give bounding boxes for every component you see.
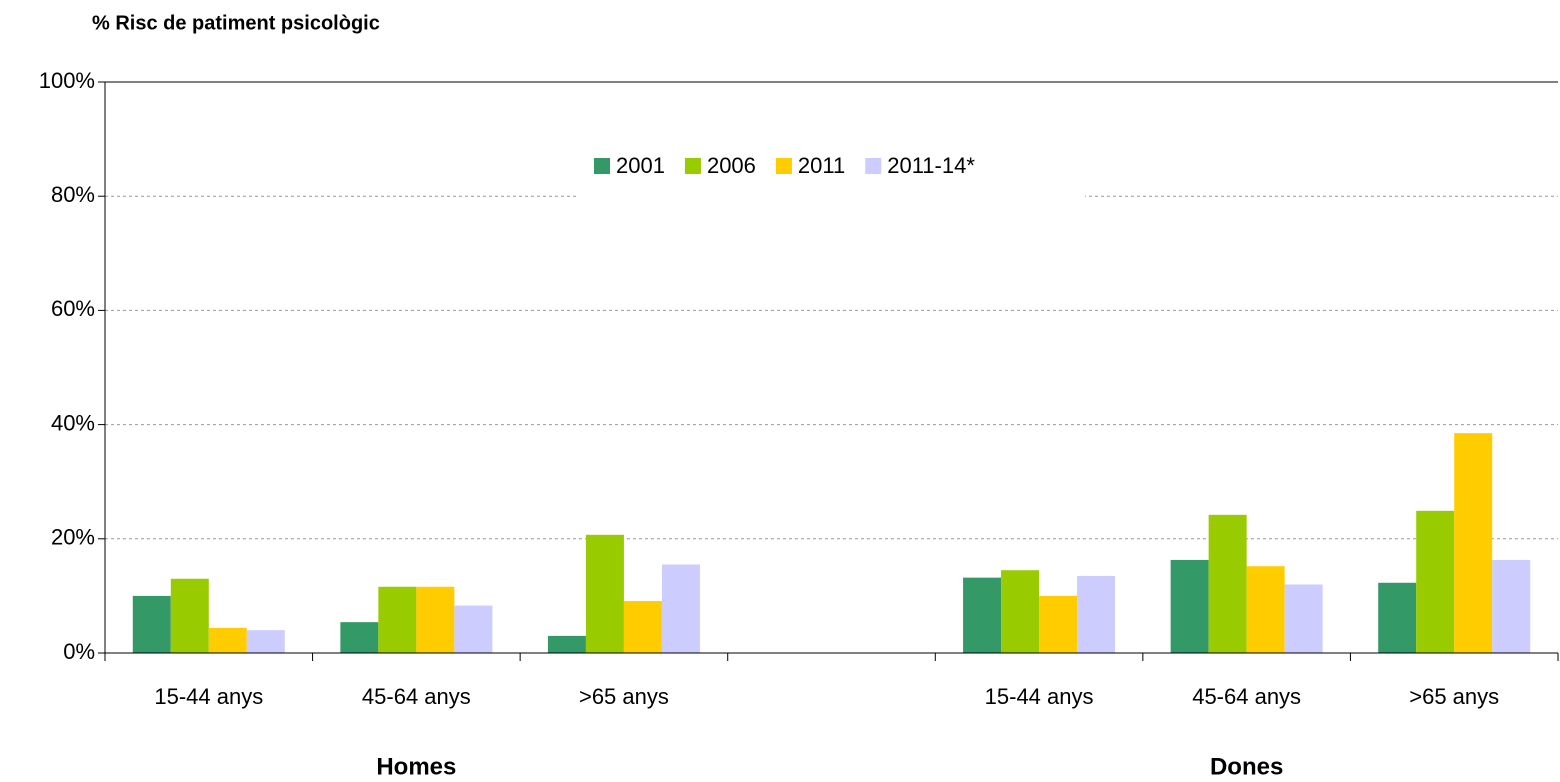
legend-swatch [775, 158, 792, 174]
y-tick-label: 0% [63, 639, 95, 664]
y-tick-label: 20% [51, 525, 95, 550]
x-tick-label: 15-44 anys [154, 684, 263, 709]
x-tick-label: 15-44 anys [985, 684, 1094, 709]
legend-label: 2011 [798, 153, 845, 178]
legend-label: 2006 [707, 153, 756, 178]
y-tick-label: 40% [51, 410, 95, 435]
bar [1284, 584, 1323, 653]
bar [1001, 570, 1040, 653]
bar [208, 627, 247, 653]
bar [1208, 514, 1247, 653]
x-tick-label: >65 anys [579, 684, 669, 709]
legend-box [578, 140, 1085, 200]
bar [1378, 582, 1417, 653]
bar [1416, 510, 1455, 653]
legend-swatch [865, 158, 882, 174]
legend-label: 2011-14* [887, 153, 975, 178]
bar [661, 564, 700, 653]
bar [1170, 559, 1209, 653]
bar [454, 605, 493, 653]
bar [246, 630, 285, 653]
bar [1039, 595, 1078, 653]
legend-swatch [594, 158, 610, 174]
group-label: Homes [376, 753, 456, 780]
legend-swatch [684, 158, 701, 174]
bar [1492, 559, 1531, 653]
x-tick-label: 45-64 anys [362, 684, 471, 709]
x-tick-label: >65 anys [1409, 684, 1499, 709]
bar [623, 601, 662, 653]
y-tick-label: 100% [39, 68, 95, 93]
bar [547, 635, 586, 653]
bar [963, 577, 1002, 653]
bar [1246, 566, 1285, 653]
bar [1077, 575, 1116, 653]
bar [170, 578, 209, 653]
y-tick-label: 80% [51, 182, 95, 207]
bar [416, 586, 455, 653]
x-tick-label: 45-64 anys [1192, 684, 1301, 709]
bar [340, 622, 379, 653]
bar [378, 586, 417, 653]
chart-title: % Risc de patiment psicològic [92, 12, 380, 34]
bar [1454, 433, 1493, 653]
bar [132, 595, 171, 653]
legend-label: 2001 [616, 153, 665, 178]
group-label: Dones [1210, 753, 1283, 780]
bar [585, 534, 624, 653]
y-tick-label: 60% [51, 296, 95, 321]
